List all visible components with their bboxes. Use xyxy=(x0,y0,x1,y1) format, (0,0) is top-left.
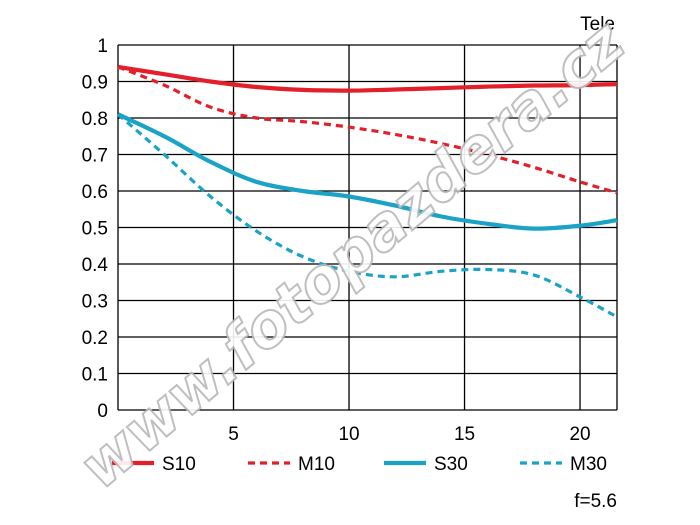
y-tick-label: 1 xyxy=(97,36,108,57)
x-tick-label: 15 xyxy=(454,424,475,445)
y-tick-label: 0.7 xyxy=(82,146,108,167)
x-tick-labels: 5 10 15 20 xyxy=(228,424,590,445)
x-tick-label: 10 xyxy=(338,424,359,445)
y-tick-label: 0.2 xyxy=(82,328,108,349)
legend-label-m10: M10 xyxy=(298,454,335,475)
legend-label-m30: M30 xyxy=(570,454,607,475)
y-tick-label: 0.5 xyxy=(82,219,108,240)
series-line-s30 xyxy=(117,112,618,231)
legend-label-s10: S10 xyxy=(162,454,196,475)
series-layer xyxy=(116,64,618,319)
y-tick-label: 0.9 xyxy=(82,73,108,94)
y-tick-label: 0 xyxy=(97,401,108,422)
series-line-m10 xyxy=(117,65,618,195)
y-tick-label: 0.6 xyxy=(82,182,108,203)
y-tick-labels: 0 0.1 0.2 0.3 0.4 0.5 0.6 0.7 0.8 0.9 1 xyxy=(82,36,109,422)
x-tick-label: 5 xyxy=(228,424,239,445)
series-line-m30 xyxy=(116,113,618,319)
series-line-s10 xyxy=(117,64,618,93)
chart-title: Tele xyxy=(580,14,615,35)
y-tick-label: 0.3 xyxy=(82,292,108,313)
x-tick-label: 20 xyxy=(569,424,590,445)
aperture-note: f=5.6 xyxy=(574,491,617,512)
y-tick-label: 0.8 xyxy=(82,109,108,130)
y-tick-label: 0.1 xyxy=(82,365,108,386)
legend-label-s30: S30 xyxy=(434,454,468,475)
y-tick-label: 0.4 xyxy=(82,255,109,276)
legend: S10 M10 S30 M30 xyxy=(112,454,607,475)
grid xyxy=(117,44,618,411)
